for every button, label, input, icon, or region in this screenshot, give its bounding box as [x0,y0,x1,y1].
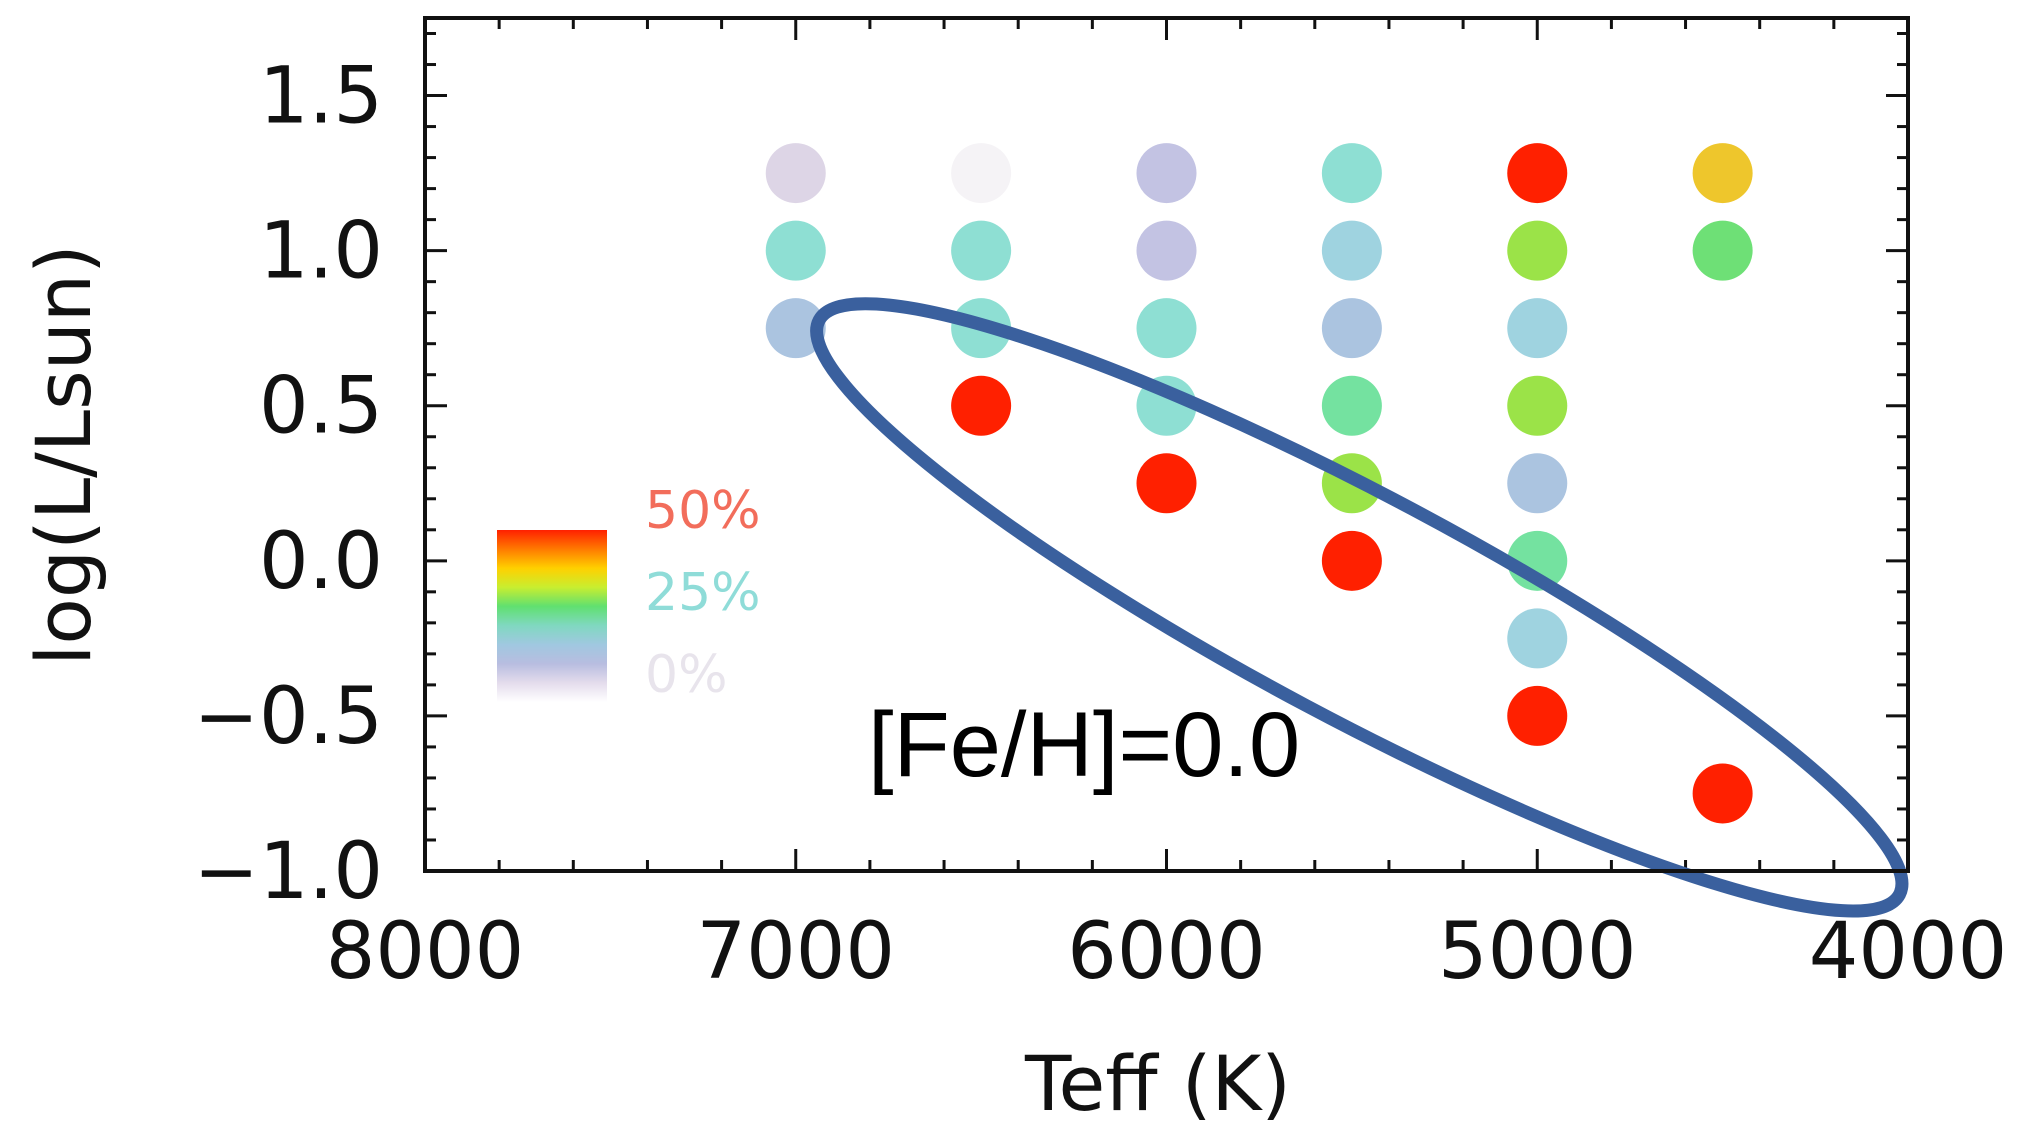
x-tick-label: 6000 [1067,907,1266,997]
data-point [951,375,1012,436]
data-point [1321,143,1382,204]
y-tick-label: 0.0 [259,517,383,607]
x-tick-labels: 8000 7000 6000 5000 4000 [326,907,2008,997]
plot-frame [423,16,1910,873]
data-point [951,143,1012,204]
x-tick-label: 5000 [1438,907,1637,997]
data-point [1321,220,1382,281]
x-tick-label: 4000 [1809,907,2008,997]
data-point [1136,453,1197,514]
highlight-ellipse [810,297,1909,918]
colorbar: 50% 25% 0% [497,481,761,705]
data-point [1692,143,1753,204]
data-point [1321,375,1382,436]
data-point [765,220,826,281]
data-points [765,143,1753,824]
data-point [1507,453,1568,514]
data-point [1321,530,1382,591]
colorbar-gradient [497,530,607,702]
data-point [1507,685,1568,746]
y-tick-label: −1.0 [194,827,383,917]
data-point [1507,375,1568,436]
y-tick-label: 1.5 [259,52,383,142]
data-point [1507,608,1568,669]
data-point [1136,143,1197,204]
y-tick-label: 1.0 [259,207,383,297]
data-point [1321,298,1382,359]
data-point [951,220,1012,281]
fe-h-annotation: [Fe/H]=0.0 [868,694,1300,796]
data-point [1136,298,1197,359]
x-tick-label: 7000 [696,907,895,997]
highlight-ellipse-layer [810,297,1909,918]
x-axis-label: Teff (K) [1024,1039,1291,1128]
data-point [765,298,826,359]
data-point [1692,220,1753,281]
y-tick-labels: 1.5 1.0 0.5 0.0 −0.5 −1.0 [194,52,383,917]
x-tick-label: 8000 [326,907,525,997]
colorbar-label: 0% [645,645,728,705]
data-point [1507,298,1568,359]
y-tick-label: −0.5 [194,672,383,762]
data-point [1136,220,1197,281]
data-point [765,143,826,204]
y-axis-label: log(L/Lsun) [19,244,108,665]
data-point [1507,220,1568,281]
colorbar-label: 25% [645,563,761,623]
data-point [1507,143,1568,204]
colorbar-label: 50% [645,481,761,541]
data-point [1692,763,1753,824]
y-tick-label: 0.5 [259,362,383,452]
